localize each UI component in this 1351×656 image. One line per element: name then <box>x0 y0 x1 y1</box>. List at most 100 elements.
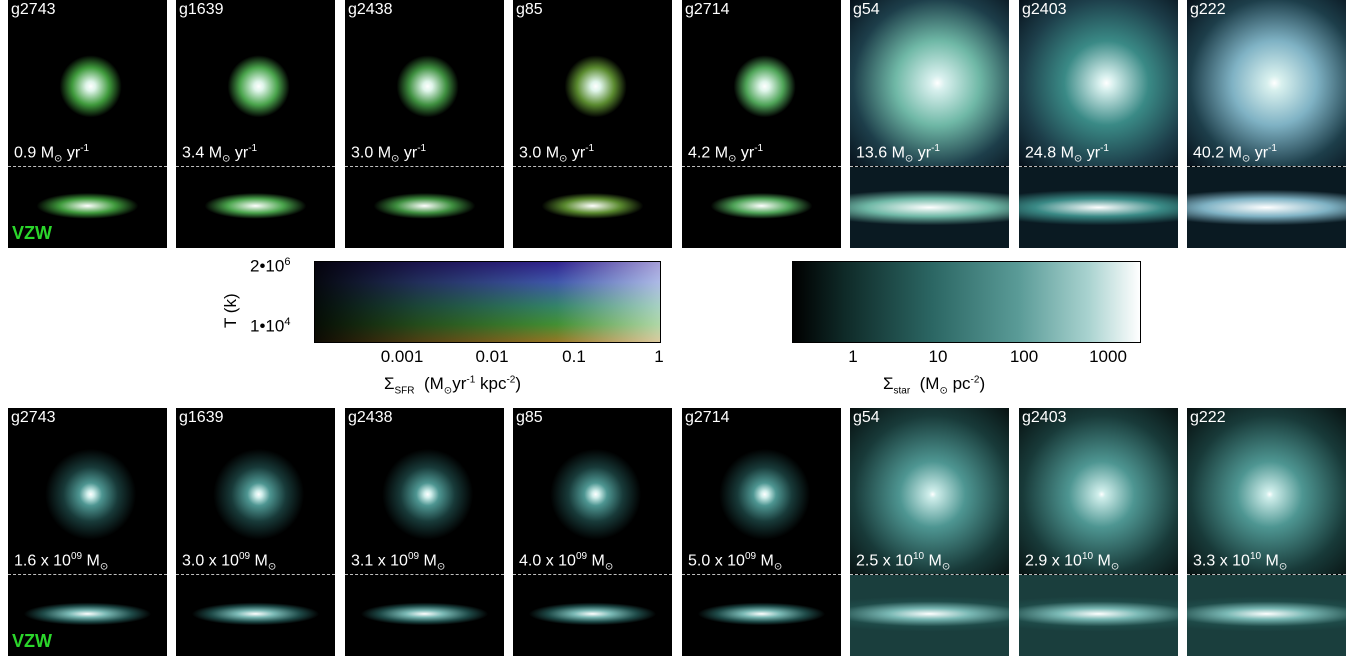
edge-on-view <box>513 575 672 656</box>
face-on-view <box>345 0 504 166</box>
galaxy-id-label: g2714 <box>685 1 730 18</box>
view-divider <box>1187 166 1346 167</box>
galaxy-id-label: g222 <box>1190 409 1226 426</box>
galaxy-id-label: g1639 <box>179 1 224 18</box>
edge-on-view <box>1019 167 1178 248</box>
star-colorbar-x-label: Σstar (M⊙ pc-2) <box>883 374 986 397</box>
galaxy-id-label: g2403 <box>1022 1 1067 18</box>
galaxy-id-label: g85 <box>516 1 543 18</box>
sfr-value-label: 40.2 M⊙ yr-1 <box>1193 143 1277 165</box>
face-on-view <box>850 0 1009 166</box>
edge-on-view <box>345 167 504 248</box>
edge-on-view <box>682 575 841 656</box>
sfr-map-panel: g2403 24.8 M⊙ yr-1 <box>1019 0 1178 248</box>
face-on-view <box>345 408 504 574</box>
sfr-value-label: 3.0 M⊙ yr-1 <box>351 143 427 165</box>
face-on-view <box>1187 408 1346 574</box>
edge-on-view <box>1187 575 1346 656</box>
face-on-view <box>8 0 167 166</box>
edge-on-view <box>1019 575 1178 656</box>
galaxy-id-label: g1639 <box>179 409 224 426</box>
stellar-map-panel: g1639 3.0 x 1009 M⊙ <box>176 408 335 656</box>
view-divider <box>513 166 672 167</box>
stellar-map-panel: g54 2.5 x 1010 M⊙ <box>850 408 1009 656</box>
face-on-view <box>850 408 1009 574</box>
stellar-map-panel: g2438 3.1 x 1009 M⊙ <box>345 408 504 656</box>
edge-on-view <box>682 167 841 248</box>
galaxy-id-label: g54 <box>853 409 880 426</box>
sfr-value-label: 3.0 M⊙ yr-1 <box>519 143 595 165</box>
stellar-mass-label: 3.1 x 1009 M⊙ <box>351 551 446 573</box>
sfr-value-label: 3.4 M⊙ yr-1 <box>182 143 258 165</box>
sfr-map-panel: g222 40.2 M⊙ yr-1 <box>1187 0 1346 248</box>
stellar-mass-label: 5.0 x 1009 M⊙ <box>688 551 783 573</box>
view-divider <box>8 574 167 575</box>
galaxy-id-label: g2743 <box>11 1 56 18</box>
face-on-view <box>8 408 167 574</box>
sfr-colorbar-ytick-top: 2•106 <box>250 256 291 276</box>
stellar-mass-label: 2.9 x 1010 M⊙ <box>1025 551 1120 573</box>
edge-on-view <box>513 167 672 248</box>
face-on-view <box>682 0 841 166</box>
galaxy-id-label: g2438 <box>348 1 393 18</box>
face-on-view <box>513 408 672 574</box>
face-on-view <box>682 408 841 574</box>
galaxy-id-label: g2438 <box>348 409 393 426</box>
sfr-value-label: 0.9 M⊙ yr-1 <box>14 143 90 165</box>
stellar-map-panel: g2743 1.6 x 1009 M⊙ VZW <box>8 408 167 656</box>
model-tag: VZW <box>12 631 52 651</box>
stellar-map-row: g2743 1.6 x 1009 M⊙ VZW g1639 3.0 x 1009 M⊙ g… <box>0 408 1351 656</box>
view-divider <box>682 574 841 575</box>
face-on-view <box>513 0 672 166</box>
face-on-view <box>1187 0 1346 166</box>
stellar-map-panel: g85 4.0 x 1009 M⊙ <box>513 408 672 656</box>
stellar-mass-label: 2.5 x 1010 M⊙ <box>856 551 951 573</box>
view-divider <box>850 574 1009 575</box>
stellar-mass-label: 4.0 x 1009 M⊙ <box>519 551 614 573</box>
sfr-map-panel: g2438 3.0 M⊙ yr-1 <box>345 0 504 248</box>
model-tag: VZW <box>12 223 52 243</box>
galaxy-id-label: g85 <box>516 409 543 426</box>
sfr-colorbar-y-label: T (k) <box>221 293 240 328</box>
view-divider <box>176 574 335 575</box>
edge-on-view <box>345 575 504 656</box>
sfr-map-panel: g2743 0.9 M⊙ yr-1 VZW <box>8 0 167 248</box>
sfr-map-panel: g1639 3.4 M⊙ yr-1 <box>176 0 335 248</box>
stellar-map-panel: g222 3.3 x 1010 M⊙ <box>1187 408 1346 656</box>
view-divider <box>1019 166 1178 167</box>
view-divider <box>345 574 504 575</box>
view-divider <box>850 166 1009 167</box>
view-divider <box>682 166 841 167</box>
sfr-colorbar-ytick-bottom: 1•104 <box>250 316 291 336</box>
sfr-colorbar-x-label: ΣSFR (M⊙yr-1 kpc-2) <box>384 374 522 397</box>
face-on-view <box>176 0 335 166</box>
view-divider <box>1187 574 1346 575</box>
star-colorbar-gradient <box>792 261 1141 343</box>
galaxy-id-label: g54 <box>853 1 880 18</box>
edge-on-view <box>1187 167 1346 248</box>
stellar-mass-label: 1.6 x 1009 M⊙ <box>14 551 109 573</box>
face-on-view <box>1019 408 1178 574</box>
stellar-map-panel: g2403 2.9 x 1010 M⊙ <box>1019 408 1178 656</box>
sfr-colorbar-gradient <box>314 261 661 343</box>
edge-on-view <box>850 167 1009 248</box>
stellar-mass-label: 3.0 x 1009 M⊙ <box>182 551 277 573</box>
sfr-map-row: g2743 0.9 M⊙ yr-1 VZW g1639 3.4 M⊙ yr-1 g2438… <box>0 0 1351 248</box>
edge-on-view <box>8 575 167 656</box>
sfr-map-panel: g54 13.6 M⊙ yr-1 <box>850 0 1009 248</box>
view-divider <box>513 574 672 575</box>
view-divider <box>8 166 167 167</box>
edge-on-view <box>176 167 335 248</box>
sfr-value-label: 13.6 M⊙ yr-1 <box>856 143 940 165</box>
face-on-view <box>176 408 335 574</box>
galaxy-id-label: g2743 <box>11 409 56 426</box>
view-divider <box>176 166 335 167</box>
edge-on-view <box>8 167 167 248</box>
sfr-value-label: 4.2 M⊙ yr-1 <box>688 143 764 165</box>
galaxy-id-label: g222 <box>1190 1 1226 18</box>
edge-on-view <box>176 575 335 656</box>
galaxy-id-label: g2403 <box>1022 409 1067 426</box>
sfr-map-panel: g85 3.0 M⊙ yr-1 <box>513 0 672 248</box>
view-divider <box>1019 574 1178 575</box>
stellar-mass-label: 3.3 x 1010 M⊙ <box>1193 551 1288 573</box>
